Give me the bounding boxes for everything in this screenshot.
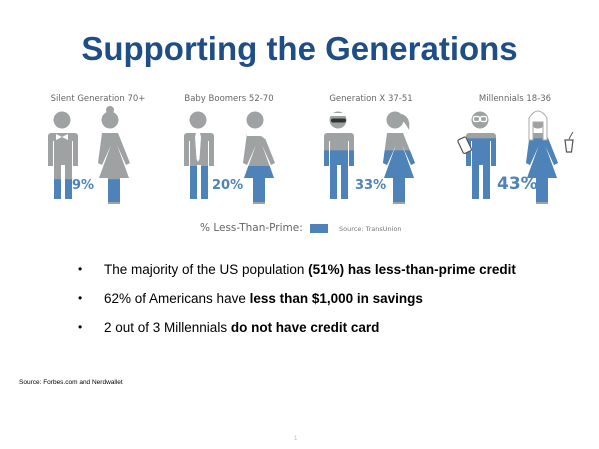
bullet-text-bold: (51%) has less-than-prime credit: [308, 262, 516, 277]
ponytail-icon: [401, 114, 410, 130]
bullet-dot: •: [78, 262, 83, 276]
generation-percent-silent: 9%: [72, 178, 95, 193]
bullet-list: • The majority of the US population (51%…: [78, 262, 578, 349]
glasses-icon: [472, 115, 481, 123]
bullet-dot: •: [78, 291, 83, 305]
man-figure-icon: [466, 111, 496, 199]
page-number: 1: [294, 436, 298, 442]
coffee-cup-icon: [564, 139, 574, 153]
woman-figure-icon: [243, 111, 275, 204]
generation-percent-boomers: 20%: [212, 178, 244, 193]
sunglasses-icon: [331, 118, 346, 123]
bullet-text-plain: The majority of the US population: [104, 262, 309, 277]
generation-label-boomers: Baby Boomers 52-70: [184, 94, 274, 104]
woman-figure-icon: [383, 111, 415, 204]
generation-label-silent: Silent Generation 70+: [50, 94, 146, 104]
bullet-text-plain: 62% of Americans have: [104, 291, 250, 306]
bow-tie-icon: [56, 134, 68, 140]
hair-bun-icon: [106, 106, 114, 114]
man-figure-icon: [48, 111, 78, 199]
legend-label: % Less-Than-Prime:: [200, 222, 303, 234]
smartphone-icon: [457, 136, 473, 155]
bullet-text: 62% of Americans have less than $1,000 i…: [104, 291, 423, 306]
necktie-icon: [195, 133, 201, 162]
generation-label-millennials: Millennials 18-36: [478, 94, 552, 104]
man-figure-icon: [324, 111, 354, 199]
bullet-dot: •: [78, 320, 83, 334]
legend-source: Source: TransUnion: [339, 225, 402, 233]
generation-percent-genx: 33%: [355, 178, 387, 193]
woman-figure-icon: [98, 111, 130, 204]
bullet-text-plain: 2 out of 3 Millennials: [104, 320, 231, 335]
bullet-item: • 2 out of 3 Millennials do not have cre…: [78, 320, 578, 349]
long-hair-icon: [528, 110, 548, 141]
legend-swatch: [310, 224, 328, 233]
source-note: Source: Forbes.com and Nerdwallet: [19, 379, 123, 386]
man-figure-icon: [184, 111, 214, 199]
bullet-text: 2 out of 3 Millennials do not have credi…: [104, 320, 379, 335]
page-title: Supporting the Generations: [81, 30, 518, 67]
generation-figures: [48, 106, 574, 204]
bullet-item: • The majority of the US population (51%…: [78, 262, 578, 291]
bullet-text: The majority of the US population (51%) …: [104, 262, 516, 277]
bullet-text-bold: less than $1,000 in savings: [249, 291, 423, 306]
bullet-item: • 62% of Americans have less than $1,000…: [78, 291, 578, 320]
generation-percent-millennials: 43%: [497, 174, 538, 194]
headband-icon: [330, 113, 347, 116]
generation-label-genx: Generation X 37-51: [329, 94, 413, 104]
bullet-text-bold: do not have credit card: [230, 320, 380, 335]
scarf-icon: [247, 131, 269, 139]
